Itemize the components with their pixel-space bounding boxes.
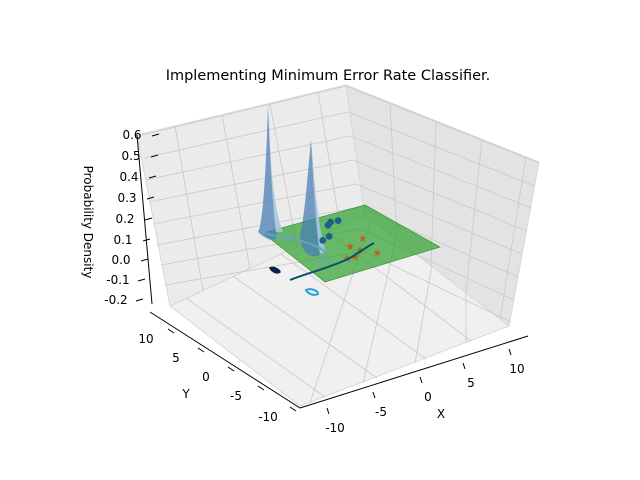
contour-class2 <box>304 288 320 296</box>
class1-point <box>325 233 333 240</box>
class1-point <box>319 237 327 244</box>
y-tick-label: -10 <box>258 410 278 424</box>
z-axis-label: Probability Density <box>81 166 95 279</box>
x-tick-mark <box>508 348 512 356</box>
axes-panes <box>136 84 540 407</box>
surface-peak-1 <box>258 105 278 240</box>
surface-base <box>261 231 327 263</box>
decision-boundary-curve <box>289 242 375 281</box>
z-tick-label: 0.1 <box>113 233 132 247</box>
class2-point <box>373 248 382 256</box>
z-tick-label: 0.4 <box>119 170 138 184</box>
y-tick-label: 10 <box>138 332 153 346</box>
z-tick-labels: -0.2 -0.1 0.0 0.1 0.2 0.3 0.4 0.5 0.6 <box>104 128 141 307</box>
surface-peak-1-light <box>268 105 283 232</box>
z-tick-mark <box>144 217 153 221</box>
y-axis-label: Y <box>181 387 190 401</box>
y-tick-label: 5 <box>172 351 180 365</box>
z-tick-label: 0.5 <box>121 149 140 163</box>
x-axis-label: X <box>437 407 445 421</box>
y-tick-label: 0 <box>202 370 210 384</box>
z-tick-label: -0.1 <box>106 273 129 287</box>
y-tick-mark <box>257 385 265 391</box>
class1-point <box>324 221 332 229</box>
surface-peak-2-light <box>311 140 326 254</box>
x-tick-label: 10 <box>509 362 524 376</box>
z-tick-label: -0.2 <box>104 293 127 307</box>
z-tick-mark <box>142 238 151 242</box>
z-tick-mark <box>135 298 144 302</box>
x-tick-label: 5 <box>467 376 475 390</box>
y-tick-mark <box>227 366 235 372</box>
y-tick-label: -5 <box>230 389 242 403</box>
y-axis-line <box>149 311 301 409</box>
y-tick-labels: -10 -5 0 5 10 <box>138 332 277 424</box>
z-axis-line <box>136 134 153 305</box>
x-tick-mark <box>372 391 376 399</box>
chart-title: Implementing Minimum Error Rate Classifi… <box>166 68 491 84</box>
z-tick-mark <box>137 278 146 282</box>
class2-point <box>351 253 359 261</box>
z-tick-mark <box>148 175 157 179</box>
z-tick-mark <box>150 154 159 158</box>
x-tick-mark <box>419 376 423 384</box>
z-tick-mark <box>146 196 155 200</box>
x-tick-label: -5 <box>375 405 387 419</box>
x-axis-line <box>299 335 529 409</box>
z-tick-mark <box>140 258 149 262</box>
tick-marks <box>135 133 512 415</box>
density-surfaces <box>258 105 327 263</box>
x-tick-labels: -10 -5 0 5 10 <box>325 362 524 435</box>
y-tick-mark <box>167 328 175 334</box>
class2-point <box>358 234 367 242</box>
surface-peak-2 <box>300 140 322 257</box>
class2-point <box>346 242 354 250</box>
z-tick-label: 0.2 <box>115 212 134 226</box>
contour-class1 <box>268 266 281 274</box>
z-tick-mark <box>151 133 160 137</box>
x-tick-label: 0 <box>424 390 432 404</box>
class1-point <box>334 217 342 225</box>
z-tick-label: 0.0 <box>111 253 130 267</box>
x-tick-mark <box>326 407 330 415</box>
z-tick-label: 0.3 <box>117 191 136 205</box>
scatter-points <box>319 217 382 262</box>
y-tick-mark <box>289 406 297 412</box>
x-tick-label: -10 <box>325 421 345 435</box>
axis-lines <box>136 134 529 409</box>
y-tick-mark <box>197 347 205 353</box>
z-tick-label: 0.6 <box>122 128 141 142</box>
x-tick-mark <box>462 362 466 370</box>
